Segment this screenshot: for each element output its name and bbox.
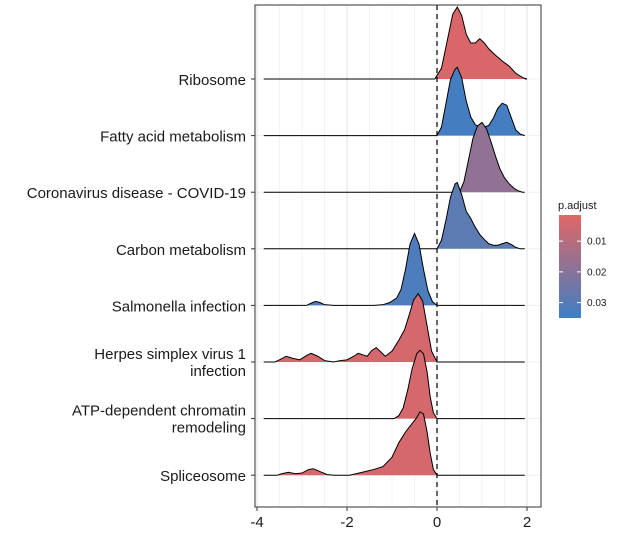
x-tick-label: -2 xyxy=(340,514,353,531)
category-label: Salmonella infection xyxy=(112,298,246,315)
x-tick-label: 2 xyxy=(523,514,531,531)
category-label: ATP-dependent chromatin remodeling xyxy=(72,403,246,437)
category-label: Spliceosome xyxy=(160,468,246,485)
legend-colorbar xyxy=(559,215,581,318)
ridge-outline xyxy=(263,349,525,420)
category-label: Herpes simplex virus 1 infection xyxy=(94,346,246,380)
ridge-outline xyxy=(263,121,525,193)
legend-tick-label: 0.02 xyxy=(587,267,607,278)
ridge-outline xyxy=(263,292,525,363)
ridge-fill xyxy=(277,411,437,476)
ridge-fill xyxy=(437,67,525,136)
ridges-layer xyxy=(263,5,528,476)
ridge-fill xyxy=(459,122,523,193)
ridge-fill xyxy=(306,233,437,306)
category-label: Fatty acid metabolism xyxy=(100,129,246,146)
x-axis: -4 -2 0 2 xyxy=(250,507,531,531)
legend-tick-label: 0.01 xyxy=(587,237,607,248)
x-tick-label: 0 xyxy=(433,514,441,531)
legend-title: p.adjust xyxy=(558,200,597,212)
ridge-fill xyxy=(434,7,527,79)
ridge-outline xyxy=(263,232,525,306)
ridge-outline xyxy=(263,181,525,250)
legend-tick-label: 0.03 xyxy=(587,298,607,309)
category-label: Carbon metabolism xyxy=(116,242,246,259)
legend: p.adjust 0.01 0.02 0.03 xyxy=(558,200,607,318)
ridge-fill xyxy=(437,182,521,249)
category-labels: Ribosome Fatty acid metabolism Coronavirus… xyxy=(27,72,255,485)
plot-panel-border xyxy=(254,4,542,508)
category-label: Ribosome xyxy=(178,72,246,89)
plot-panel-background xyxy=(255,5,541,507)
ridge-outline xyxy=(263,5,528,80)
ridge-outline xyxy=(263,411,525,476)
x-tick-label: -4 xyxy=(250,514,263,531)
category-label: Coronavirus disease - COVID-19 xyxy=(27,185,246,202)
